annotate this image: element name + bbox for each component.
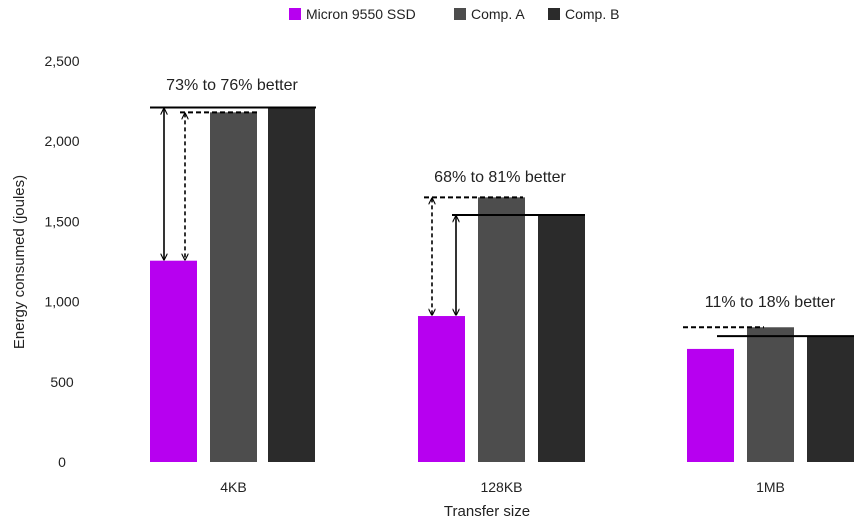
bar xyxy=(807,336,854,462)
legend: Micron 9550 SSD Comp. A Comp. B xyxy=(289,6,619,22)
x-axis-title: Transfer size xyxy=(444,503,530,520)
bar xyxy=(538,214,585,462)
x-tick-label: 128KB xyxy=(480,479,522,495)
bar xyxy=(418,316,465,462)
y-axis: 0 500 1,000 1,500 2,000 2,500 xyxy=(44,53,79,470)
y-tick-label: 2,500 xyxy=(44,53,79,69)
y-tick-label: 1,000 xyxy=(44,294,79,310)
y-tick-label: 1,500 xyxy=(44,213,79,229)
y-axis-title: Energy consumed (joules) xyxy=(11,175,28,349)
bar xyxy=(747,327,794,462)
bars xyxy=(150,107,854,463)
x-tick-label: 1MB xyxy=(756,479,785,495)
improvement-annotation: 73% to 76% better xyxy=(166,77,298,94)
y-tick-label: 2,000 xyxy=(44,133,79,149)
y-tick-label: 500 xyxy=(50,374,74,390)
legend-label: Comp. A xyxy=(471,6,525,22)
bar xyxy=(150,260,197,462)
comparison-lines: 73% to 76% better 68% to 81% better 11% to… xyxy=(150,77,854,338)
bar xyxy=(210,112,257,462)
legend-swatch xyxy=(454,8,466,20)
bar xyxy=(478,197,525,462)
legend-label: Micron 9550 SSD xyxy=(306,6,416,22)
legend-swatch xyxy=(289,8,301,20)
x-axis: 4KB 128KB 1MB xyxy=(220,479,785,495)
improvement-annotation: 11% to 18% better xyxy=(705,294,836,311)
improvement-annotation: 68% to 81% better xyxy=(434,169,566,186)
legend-swatch xyxy=(548,8,560,20)
bar xyxy=(687,348,734,462)
x-tick-label: 4KB xyxy=(220,479,246,495)
legend-label: Comp. B xyxy=(565,6,619,22)
y-tick-label: 0 xyxy=(58,454,66,470)
bar xyxy=(268,107,315,463)
